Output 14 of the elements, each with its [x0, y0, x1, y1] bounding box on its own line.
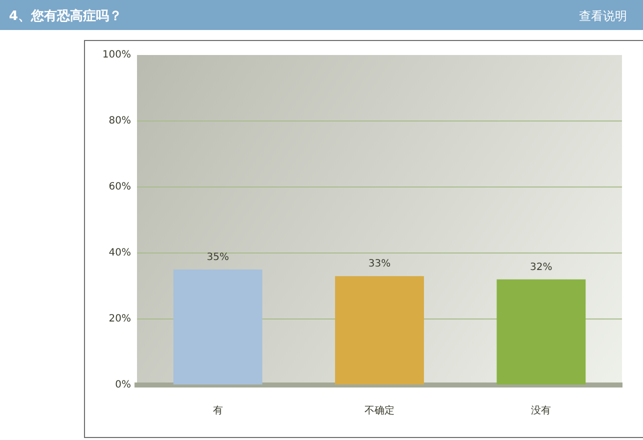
chart-title: 4、您有恐高症吗？ — [9, 8, 122, 25]
text: 查看说明 — [579, 9, 627, 23]
y-tick-label: 100% — [102, 50, 131, 61]
y-tick-label: 80% — [108, 116, 131, 127]
data-label: 33% — [368, 258, 391, 270]
y-tick-label: 60% — [108, 182, 131, 193]
y-tick-label: 40% — [108, 248, 131, 259]
data-label: 32% — [530, 262, 552, 273]
y-tick-label: 0% — [115, 380, 131, 391]
x-tick-label: 不确定 — [364, 404, 394, 417]
y-tick-label: 20% — [108, 314, 131, 325]
data-label: 35% — [206, 252, 229, 264]
x-tick-label: 没有 — [531, 404, 552, 417]
x-tick-label: 有 — [212, 404, 223, 417]
